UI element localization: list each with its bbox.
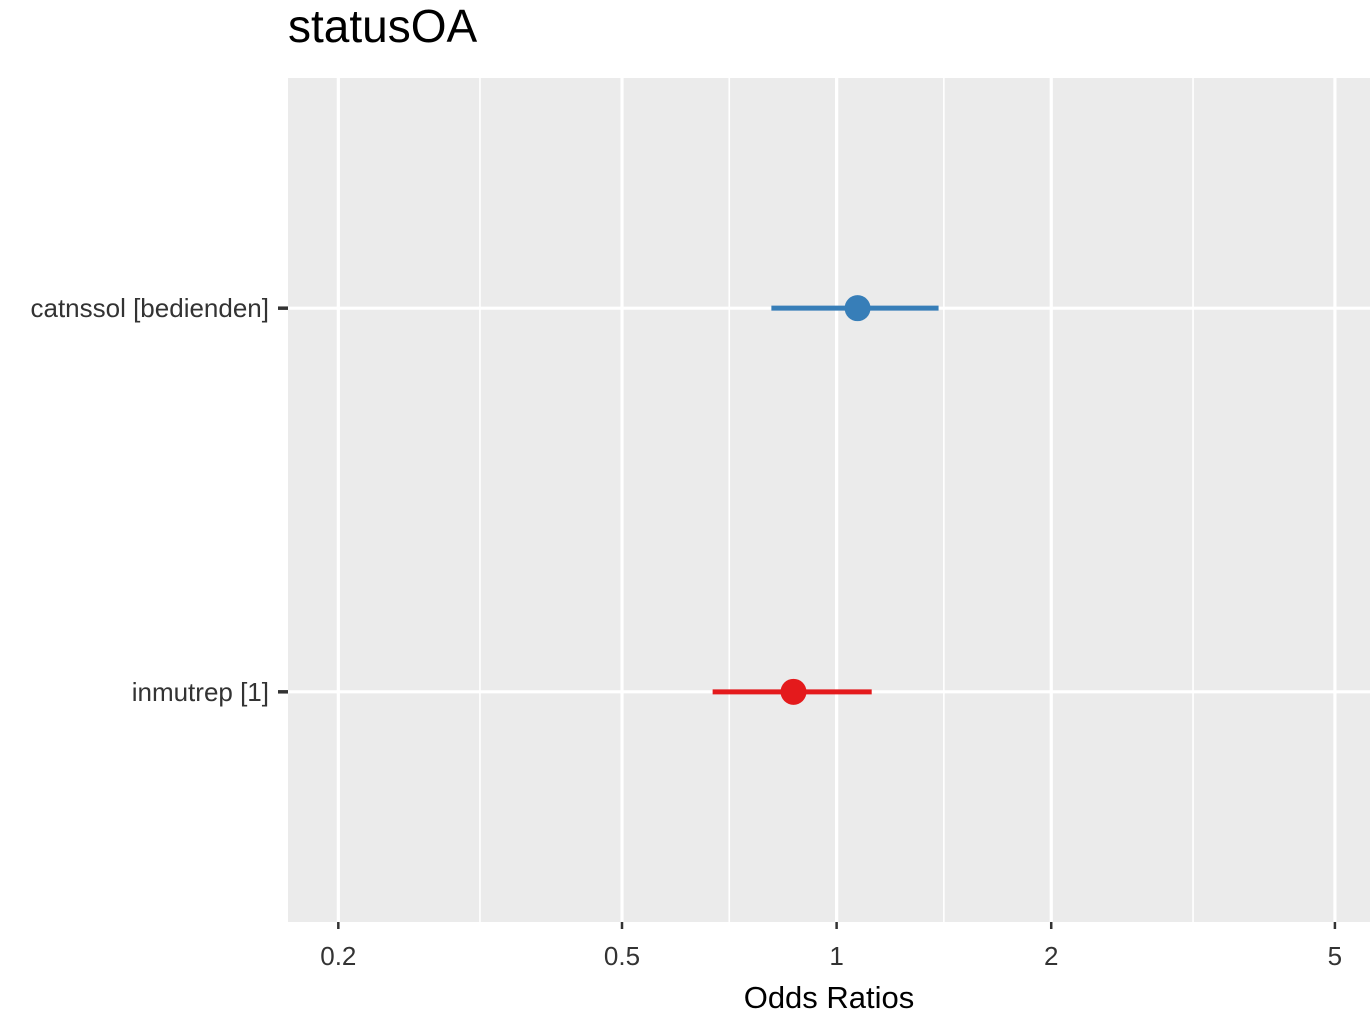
x-tick-label-2: 1 — [829, 941, 843, 971]
y-axis: catnssol [bedienden] inmutrep [1] — [30, 293, 288, 707]
major-gridlines — [288, 78, 1370, 922]
estimate-point-0 — [844, 295, 871, 322]
minor-gridlines — [479, 78, 1194, 922]
chart-title: statusOA — [288, 0, 478, 52]
x-tick-label-1: 0.5 — [604, 941, 640, 971]
x-tick-label-3: 2 — [1044, 941, 1058, 971]
x-tick-label-4: 5 — [1328, 941, 1342, 971]
estimate-point-1 — [780, 678, 807, 705]
x-axis: 0.2 0.5 1 2 5 — [320, 922, 1342, 971]
x-tick-label-0: 0.2 — [320, 941, 356, 971]
y-tick-label-1: inmutrep [1] — [132, 677, 269, 707]
plot-panel — [288, 78, 1370, 922]
x-axis-label: Odds Ratios — [744, 980, 915, 1009]
estimates — [712, 295, 939, 705]
y-tick-label-0: catnssol [bedienden] — [30, 293, 269, 323]
